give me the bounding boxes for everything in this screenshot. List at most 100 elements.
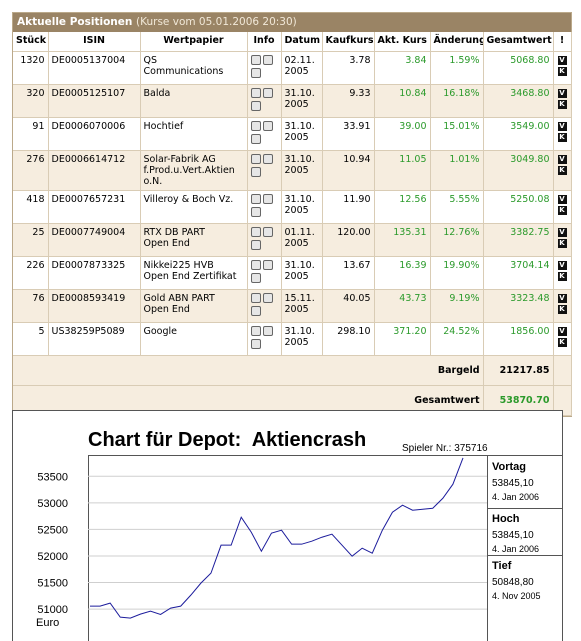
info-icon <box>250 227 261 237</box>
cell: 15.11. 2005 <box>281 289 323 323</box>
cell: 3468.80 <box>483 84 554 118</box>
cell: 16.39 <box>374 256 431 290</box>
cell-line: 2005 <box>284 271 309 282</box>
column-header: Akt. Kurs <box>374 32 431 52</box>
action-button[interactable]: K <box>557 305 567 314</box>
cell <box>247 84 282 118</box>
cell: DE0007749004 <box>48 223 141 257</box>
action-button[interactable]: V <box>557 294 567 303</box>
cell: 120.00 <box>322 223 375 257</box>
action-button[interactable]: V <box>557 89 567 98</box>
action-button[interactable]: V <box>557 327 567 336</box>
cell-line: 2005 <box>284 205 309 216</box>
action-button[interactable]: V <box>557 122 567 131</box>
stat-box <box>487 508 563 556</box>
action-button[interactable]: K <box>557 133 567 142</box>
cell: 31.10. 2005 <box>281 150 323 191</box>
cell: 371.20 <box>374 322 431 356</box>
column-header: Änderung <box>430 32 484 52</box>
cell-line: Balda <box>143 88 171 99</box>
action-button[interactable]: V <box>557 228 567 237</box>
column-header: Datum <box>281 32 323 52</box>
y-tick-label: 51000 <box>37 604 68 616</box>
cell: Solar-Fabrik AG f.Prod.u.Vert.Aktien o.N. <box>140 150 248 191</box>
position-row: 76 DE0008593419 Gold ABN PART Open End 15.11… <box>13 289 572 323</box>
action-button[interactable]: K <box>557 338 567 347</box>
info-icon <box>250 55 261 65</box>
panel-header: Aktuelle Positionen (Kurse vom 05.01.200… <box>13 13 571 32</box>
action-button[interactable]: K <box>557 100 567 109</box>
column-header: Gesamtwert <box>483 32 554 52</box>
y-tick-label: 53000 <box>37 498 68 510</box>
action-button[interactable]: V <box>557 56 567 65</box>
cell: 91 <box>13 117 49 151</box>
cell-line: Nikkei225 HVB <box>143 260 214 271</box>
action-button[interactable]: K <box>557 272 567 281</box>
cell <box>247 190 282 224</box>
stat-date: 4. Jan 2006 <box>492 492 539 502</box>
cell <box>553 385 572 416</box>
action-button[interactable]: K <box>557 67 567 76</box>
action-button[interactable]: V <box>557 155 567 164</box>
column-header: Info <box>247 32 282 52</box>
column-header: Wertpapier <box>140 32 248 52</box>
cell: 9.19% <box>430 289 484 323</box>
cell: 5068.80 <box>483 51 554 85</box>
cell: 10.84 <box>374 84 431 118</box>
action-button[interactable]: K <box>557 239 567 248</box>
action-button[interactable]: V <box>557 261 567 270</box>
table-body: 1320 DE0005137004 QS Communications 02.11. 20… <box>13 51 572 416</box>
cell: 31.10. 2005 <box>281 190 323 224</box>
cell: Google <box>140 322 248 356</box>
positions-table: Stück ISIN Wertpapier Info Datum Kaufkurs Akt.… <box>13 32 572 416</box>
cell: 5250.08 <box>483 190 554 224</box>
chart-frame <box>12 410 563 641</box>
action-button[interactable]: K <box>557 206 567 215</box>
cell: RTX DB PART Open End <box>140 223 248 257</box>
cell: DE0005125107 <box>48 84 141 118</box>
cell: 01.11. 2005 <box>281 223 323 257</box>
info-icon <box>262 88 273 98</box>
cell-line: 02.11. <box>284 55 315 66</box>
cell-line: o.N. <box>143 176 163 187</box>
y-tick-label: 51500 <box>37 578 68 590</box>
info-icon <box>250 240 261 250</box>
cell: 3323.48 <box>483 289 554 323</box>
cell: 9.33 <box>322 84 375 118</box>
panel-subtitle: (Kurse vom 05.01.2006 20:30) <box>136 16 297 28</box>
cell-line: Open End Zertifikat <box>143 271 237 282</box>
info-icon <box>250 306 261 316</box>
info-icon <box>262 194 273 204</box>
info-icon <box>262 55 273 65</box>
stat-date: 4. Nov 2005 <box>492 591 541 601</box>
cell-line: Open End <box>143 304 190 315</box>
info-icon <box>250 88 261 98</box>
info-icon <box>250 154 261 164</box>
cell <box>247 256 282 290</box>
stat-value: 50848,80 <box>492 577 534 588</box>
stat-date: 4. Jan 2006 <box>492 544 539 554</box>
cell: 40.05 <box>322 289 375 323</box>
cell-line: 31.10. <box>284 154 315 165</box>
stat-label: Tief <box>492 560 512 572</box>
cell-line: f.Prod.u.Vert.Aktien <box>143 165 235 176</box>
cell: 12.76% <box>430 223 484 257</box>
cell-line: Villeroy & Boch Vz. <box>143 194 234 205</box>
info-icon <box>250 207 261 217</box>
info-icon <box>250 68 261 78</box>
action-button[interactable]: V <box>557 195 567 204</box>
stat-label: Vortag <box>492 461 526 473</box>
info-icon <box>250 273 261 283</box>
cell: 276 <box>13 150 49 191</box>
summary-label: Bargeld <box>13 355 484 386</box>
stat-value: 53845,10 <box>492 530 534 541</box>
cell: 13.67 <box>322 256 375 290</box>
position-row: 1320 DE0005137004 QS Communications 02.11. 20… <box>13 51 572 85</box>
cell: 43.73 <box>374 289 431 323</box>
cell: 1.59% <box>430 51 484 85</box>
action-button[interactable]: K <box>557 166 567 175</box>
